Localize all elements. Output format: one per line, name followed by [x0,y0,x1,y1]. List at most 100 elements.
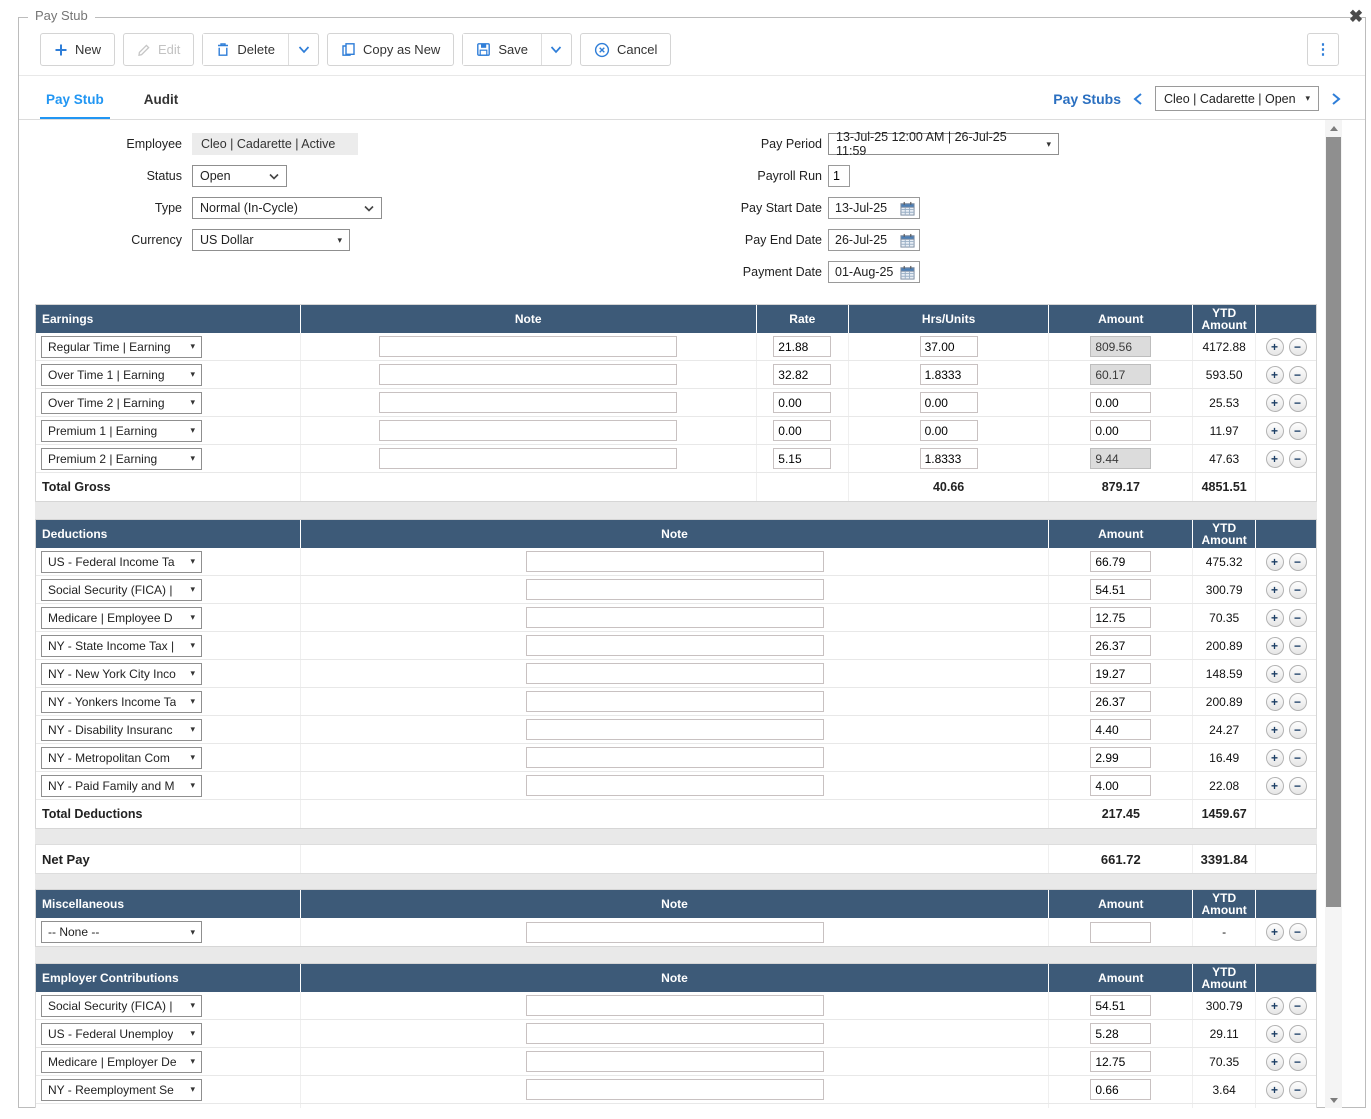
earning-rate-input[interactable] [773,364,832,385]
remove-row-button[interactable]: − [1288,923,1307,941]
contribution-amount-input[interactable] [1090,1051,1152,1072]
earning-amount-input[interactable] [1090,392,1152,413]
payment-date-field[interactable]: 01-Aug-25 [828,261,920,283]
remove-row-button[interactable]: − [1288,1080,1307,1099]
deduction-item-select[interactable]: Social Security (FICA) | ▾ [41,578,202,601]
earning-note-input[interactable] [379,392,678,413]
deduction-item-select[interactable]: NY - Metropolitan Com ▾ [41,746,202,769]
deduction-amount-input[interactable] [1090,551,1152,572]
contribution-note-input[interactable] [525,1079,824,1100]
deduction-amount-input[interactable] [1090,635,1152,656]
calendar-icon[interactable] [900,233,915,248]
remove-row-button[interactable]: − [1288,337,1307,356]
earning-item-select[interactable]: Regular Time | Earning ▾ [41,335,202,358]
copy-as-new-button[interactable]: Copy as New [327,33,455,66]
earning-amount-input[interactable] [1090,420,1152,441]
miscellaneous-note-input[interactable] [525,921,824,943]
remove-row-button[interactable]: − [1288,636,1307,655]
contribution-item-select[interactable]: Social Security (FICA) | ▾ [41,994,202,1017]
remove-row-button[interactable]: − [1288,776,1307,795]
deduction-amount-input[interactable] [1090,607,1152,628]
add-row-button[interactable]: + [1265,1080,1284,1099]
miscellaneous-item-select[interactable]: -- None -- ▾ [41,921,202,943]
remove-row-button[interactable]: − [1288,1052,1307,1071]
contribution-note-input[interactable] [525,995,824,1016]
earning-item-select[interactable]: Premium 1 | Earning ▾ [41,419,202,442]
scroll-down-button[interactable] [1325,1092,1342,1108]
remove-row-button[interactable]: − [1288,580,1307,599]
add-row-button[interactable]: + [1265,608,1284,627]
scrollbar-thumb[interactable] [1326,137,1341,907]
add-row-button[interactable]: + [1265,720,1284,739]
contribution-item-select[interactable]: NY - Reemployment Se ▾ [41,1078,202,1101]
deduction-item-select[interactable]: NY - Yonkers Income Ta ▾ [41,690,202,713]
earning-hrs-input[interactable] [919,364,978,385]
tab-audit[interactable]: Audit [143,92,179,107]
close-icon[interactable]: ✖ [1348,7,1364,26]
more-options-button[interactable]: ⋮ [1307,33,1339,66]
add-row-button[interactable]: + [1265,996,1284,1015]
earning-note-input[interactable] [379,448,678,469]
deduction-amount-input[interactable] [1090,663,1152,684]
deduction-note-input[interactable] [525,775,824,796]
contribution-item-select[interactable]: Medicare | Employer De ▾ [41,1050,202,1073]
remove-row-button[interactable]: − [1288,365,1307,384]
contribution-note-input[interactable] [525,1051,824,1072]
deduction-note-input[interactable] [525,747,824,768]
payroll-run-input[interactable] [828,165,850,187]
remove-row-button[interactable]: − [1288,393,1307,412]
deduction-item-select[interactable]: Medicare | Employee D ▾ [41,606,202,629]
deduction-item-select[interactable]: US - Federal Income Ta ▾ [41,550,202,573]
deduction-note-input[interactable] [525,579,824,600]
pay-end-date-field[interactable]: 26-Jul-25 [828,229,920,251]
remove-row-button[interactable]: − [1288,608,1307,627]
add-row-button[interactable]: + [1265,580,1284,599]
add-row-button[interactable]: + [1265,664,1284,683]
remove-row-button[interactable]: − [1288,692,1307,711]
remove-row-button[interactable]: − [1288,1024,1307,1043]
add-row-button[interactable]: + [1265,337,1284,356]
deduction-amount-input[interactable] [1090,691,1152,712]
contribution-item-select[interactable]: US - Federal Unemploy ▾ [41,1022,202,1045]
add-row-button[interactable]: + [1265,393,1284,412]
deduction-note-input[interactable] [525,663,824,684]
deduction-note-input[interactable] [525,551,824,572]
tab-pay-stub[interactable]: Pay Stub [40,86,110,120]
add-row-button[interactable]: + [1265,692,1284,711]
delete-dropdown-button[interactable] [288,34,318,65]
deduction-item-select[interactable]: NY - New York City Inco ▾ [41,662,202,685]
record-select[interactable]: Cleo | Cadarette | Open ▾ [1155,86,1319,111]
earning-rate-input[interactable] [773,392,832,413]
currency-select[interactable]: US Dollar ▾ [192,229,350,251]
miscellaneous-amount-input[interactable] [1090,921,1152,943]
deduction-amount-input[interactable] [1090,775,1152,796]
next-record-button[interactable] [1331,92,1341,106]
pay-start-date-field[interactable]: 13-Jul-25 [828,197,920,219]
earning-rate-input[interactable] [773,448,832,469]
add-row-button[interactable]: + [1265,1052,1284,1071]
deduction-amount-input[interactable] [1090,579,1152,600]
remove-row-button[interactable]: − [1288,748,1307,767]
status-select[interactable]: Open [192,165,287,187]
deduction-amount-input[interactable] [1090,747,1152,768]
earning-note-input[interactable] [379,364,678,385]
deduction-note-input[interactable] [525,691,824,712]
delete-button[interactable]: Delete [203,34,288,65]
add-row-button[interactable]: + [1265,923,1284,941]
earning-hrs-input[interactable] [919,448,978,469]
earning-note-input[interactable] [379,336,678,357]
remove-row-button[interactable]: − [1288,449,1307,468]
calendar-icon[interactable] [900,265,915,280]
earning-hrs-input[interactable] [919,420,978,441]
earning-hrs-input[interactable] [919,392,978,413]
contribution-note-input[interactable] [525,1023,824,1044]
calendar-icon[interactable] [900,201,915,216]
contribution-amount-input[interactable] [1090,1023,1152,1044]
remove-row-button[interactable]: − [1288,421,1307,440]
deduction-note-input[interactable] [525,635,824,656]
add-row-button[interactable]: + [1265,1024,1284,1043]
deduction-item-select[interactable]: NY - Disability Insuranc ▾ [41,718,202,741]
add-row-button[interactable]: + [1265,421,1284,440]
remove-row-button[interactable]: − [1288,720,1307,739]
add-row-button[interactable]: + [1265,776,1284,795]
